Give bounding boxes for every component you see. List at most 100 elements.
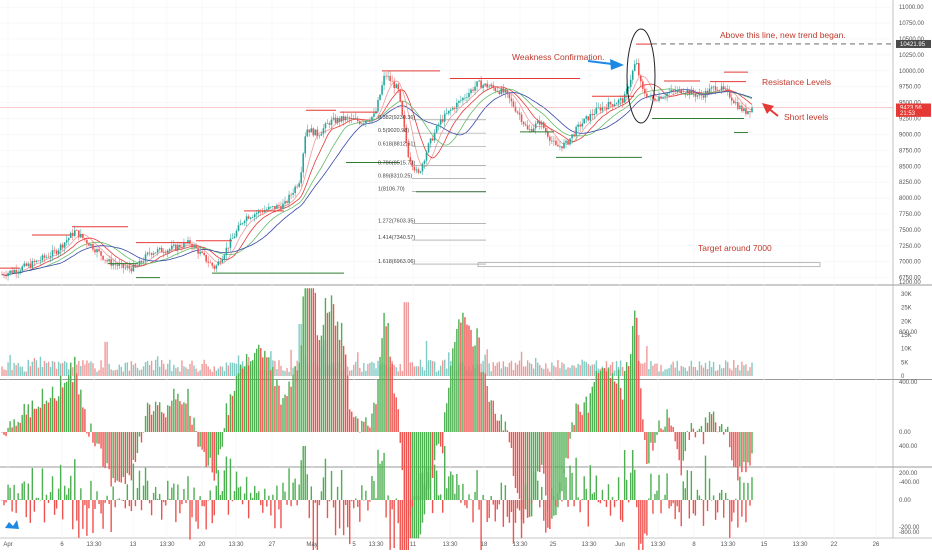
- candle-body: [33, 261, 36, 262]
- volume-bar: [346, 366, 349, 376]
- volume-bar: [197, 371, 199, 376]
- candle-body: [593, 113, 596, 116]
- histogram-2-bar: [375, 498, 377, 500]
- histogram-1-bar: [146, 402, 149, 432]
- candle-body: [611, 104, 614, 106]
- histogram-1-bar: [706, 422, 709, 432]
- histogram-1-layer: [1, 288, 753, 539]
- histogram-1-bar: [747, 432, 749, 463]
- histogram-1-bar: [1, 432, 3, 433]
- candle-body: [549, 136, 551, 141]
- candle-body: [5, 275, 7, 277]
- volume-bar: [112, 370, 114, 376]
- histogram-2-bar: [413, 496, 416, 500]
- candle-body: [627, 87, 630, 89]
- candle-body: [346, 116, 349, 118]
- histogram-2-bar: [290, 500, 292, 507]
- volume-bar: [217, 368, 220, 376]
- histogram-1-bar: [102, 432, 104, 467]
- fib-level-label: 0.5(9020.98): [378, 128, 409, 134]
- histogram-1-bar: [401, 432, 403, 471]
- candle-body: [551, 140, 553, 142]
- moving-averages: [1, 75, 753, 276]
- volume-bar: [427, 360, 430, 376]
- histogram-1-bar: [476, 328, 478, 432]
- histogram-2-bar: [241, 500, 244, 505]
- histogram-2-bar: [203, 500, 205, 507]
- candle-body: [371, 116, 373, 121]
- volume-bar: [399, 364, 401, 376]
- histogram-1-bar: [625, 362, 628, 432]
- histogram-2-bar: [11, 500, 13, 512]
- annotation-target: Target around 7000: [698, 243, 772, 253]
- histogram-2-bar: [419, 473, 422, 500]
- histogram-2-bar: [510, 500, 513, 512]
- histogram-2-bar: [504, 485, 507, 500]
- histogram-1-bar: [140, 432, 143, 443]
- histogram-2-bar: [262, 500, 264, 513]
- histogram-2-bar: [700, 498, 703, 500]
- candle-body: [166, 250, 169, 253]
- histogram-2-bar: [539, 500, 541, 508]
- candle-body: [47, 256, 50, 258]
- candle-body: [435, 125, 438, 133]
- histogram-2-bar: [482, 494, 484, 500]
- histogram-1-bar: [583, 402, 585, 432]
- candle-body: [31, 261, 34, 268]
- candle-body: [223, 255, 226, 260]
- histogram-1-bar: [704, 417, 707, 432]
- volume-tick-label: 25K: [901, 306, 912, 312]
- histogram-1-bar: [5, 432, 7, 437]
- histogram-1-bar: [306, 288, 308, 432]
- histogram-1-bar: [47, 402, 50, 432]
- histogram-1-bar: [245, 353, 248, 432]
- candle-body: [63, 242, 66, 248]
- volume-bar: [482, 360, 484, 376]
- histogram-1-bar: [694, 432, 697, 438]
- volume-bar: [652, 365, 654, 376]
- histogram-1-bar: [514, 432, 517, 489]
- histogram-1-bar: [745, 432, 747, 473]
- histogram-1-bar: [680, 432, 682, 476]
- volume-bar: [664, 369, 666, 376]
- histogram-1-bar: [668, 417, 670, 432]
- candle-body: [745, 108, 747, 114]
- histogram-1-bar: [692, 428, 695, 432]
- histogram-2-bar: [520, 500, 523, 539]
- candle-body: [571, 134, 573, 139]
- candle-body: [460, 100, 462, 101]
- histogram-1-bar: [601, 367, 604, 432]
- histogram-2-bar: [409, 500, 412, 517]
- histogram-2-bar: [694, 500, 697, 516]
- candle-body: [199, 251, 201, 254]
- histogram-2-bar: [530, 500, 533, 504]
- candle-body: [421, 163, 424, 172]
- volume-bar: [429, 360, 432, 376]
- tradingview-logo-icon[interactable]: [5, 520, 19, 529]
- time-tick-label: 13:30: [512, 542, 528, 548]
- histogram-1-bar: [328, 311, 331, 432]
- histogram-1-bar: [638, 361, 640, 432]
- histogram-2-bar: [298, 484, 300, 500]
- histogram-1-bar: [587, 412, 589, 432]
- histogram-1-bar: [217, 432, 220, 455]
- volume-bar: [72, 367, 74, 376]
- histogram-1-bar: [227, 415, 230, 432]
- volume-bar: [686, 371, 689, 376]
- histogram-1-bar: [290, 386, 292, 432]
- histogram-2-bar: [13, 484, 15, 500]
- volume-bar: [108, 363, 110, 376]
- candle-body: [670, 90, 672, 93]
- histogram-2-bar: [276, 485, 278, 500]
- volume-bar: [142, 366, 145, 376]
- volume-bar: [545, 363, 547, 376]
- volume-bar: [349, 370, 351, 376]
- time-tick-label: 20: [199, 542, 206, 548]
- histogram-1-bar: [94, 432, 96, 447]
- histogram-1-bar: [609, 377, 612, 432]
- histogram-1-bar: [480, 372, 482, 432]
- candle-body: [660, 96, 662, 99]
- candle-body: [466, 97, 468, 98]
- candle-body: [441, 119, 444, 122]
